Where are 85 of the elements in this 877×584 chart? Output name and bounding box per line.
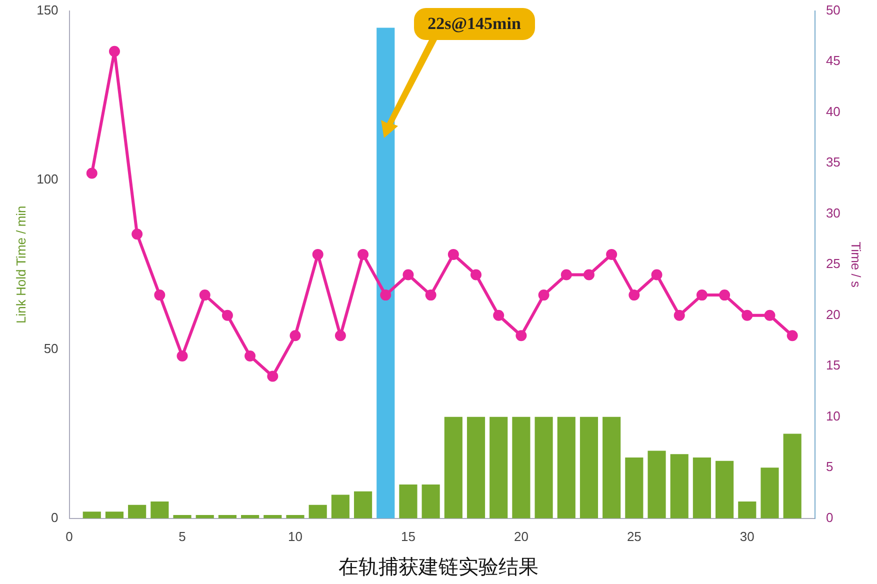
y2-tick-label: 10 (826, 408, 840, 424)
y2-tick-label: 5 (826, 459, 834, 474)
bar (82, 512, 101, 518)
x-tick-label: 15 (400, 528, 416, 544)
point (222, 310, 233, 321)
point (696, 290, 708, 301)
point (380, 290, 392, 301)
point (154, 290, 166, 301)
bar (557, 416, 576, 518)
point (786, 330, 798, 342)
point (176, 350, 188, 362)
bar (150, 501, 169, 518)
bar (444, 416, 462, 518)
point (516, 330, 527, 342)
point (358, 248, 369, 260)
x-tick-label: 0 (66, 528, 73, 544)
point (108, 46, 120, 57)
point (334, 330, 346, 342)
point (402, 269, 414, 280)
point (764, 310, 776, 321)
point (267, 370, 278, 382)
bar (625, 457, 644, 518)
y2-tick-label: 50 (826, 2, 840, 18)
annotation: 22s@145min (414, 8, 535, 40)
point (651, 269, 662, 280)
bar (760, 468, 779, 518)
point (199, 290, 210, 301)
bar (354, 491, 372, 518)
point (86, 168, 98, 179)
bar (105, 512, 124, 518)
bar (670, 454, 688, 518)
y2-tick-label: 45 (826, 53, 840, 68)
bar (490, 416, 508, 518)
bar (399, 484, 418, 518)
y-tick-label: 150 (36, 2, 58, 18)
point (244, 350, 256, 362)
bar (738, 501, 756, 518)
bar (716, 460, 734, 518)
bar (602, 416, 621, 518)
y2-tick-label: 30 (826, 205, 840, 220)
point (606, 248, 618, 260)
y2-tick-label: 15 (826, 358, 840, 373)
bar (466, 416, 486, 518)
point (628, 290, 640, 301)
y2-tick-label: 20 (826, 306, 840, 322)
point (560, 269, 572, 280)
point (538, 290, 550, 301)
y-tick-label: 100 (36, 172, 58, 187)
x-tick-label: 20 (514, 528, 528, 544)
x-tick-label: 25 (626, 528, 642, 544)
point (674, 310, 685, 321)
bar (331, 494, 350, 518)
point (742, 310, 753, 321)
bar (648, 450, 666, 518)
y-tick-label: 0 (51, 510, 58, 525)
bar (580, 416, 598, 518)
point (719, 290, 730, 301)
bar (308, 504, 327, 518)
point (448, 248, 459, 260)
bar (128, 504, 146, 518)
y-axis-title: Link Hold Time / min (13, 206, 28, 324)
bar (422, 484, 440, 518)
bar (512, 416, 530, 518)
bar (692, 457, 711, 518)
point (583, 269, 594, 280)
x-tick-label: 10 (288, 528, 302, 544)
y2-axis-title: Time / s (848, 242, 864, 288)
point (290, 330, 301, 342)
x-tick-label: 30 (740, 528, 754, 544)
bar (173, 515, 192, 518)
point (132, 228, 143, 240)
text: 在轨捕获建链实验结果 (338, 556, 538, 578)
y2-tick-label: 35 (826, 154, 840, 170)
y2-tick-label: 25 (826, 256, 840, 272)
point (493, 310, 504, 321)
point (312, 248, 324, 260)
x-tick-label: 5 (178, 528, 186, 544)
y2-tick-label: 40 (826, 104, 840, 119)
y-tick-label: 50 (44, 340, 58, 356)
point (470, 269, 482, 280)
bar (534, 416, 553, 518)
bar (286, 515, 304, 518)
point (425, 290, 436, 301)
y2-tick-label: 0 (826, 510, 834, 525)
bar (783, 434, 802, 518)
